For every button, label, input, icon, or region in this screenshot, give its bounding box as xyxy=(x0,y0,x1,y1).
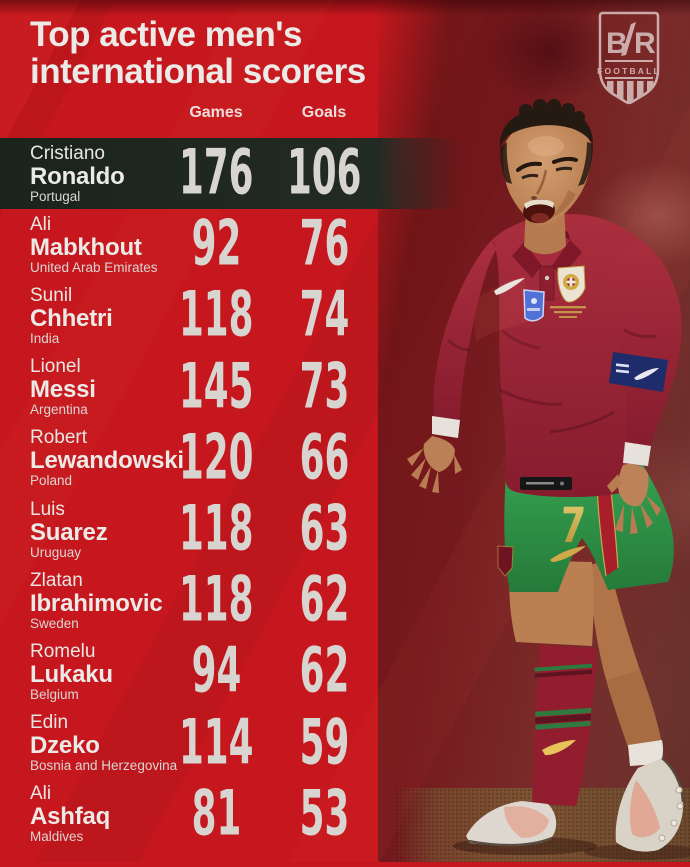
table-row: Romelu Lukaku Belgium 94 62 xyxy=(0,635,462,708)
title-line-1: Top active men's xyxy=(30,15,302,54)
goals-value: 59 xyxy=(299,707,349,780)
logo-letter-r: R xyxy=(634,27,656,60)
table-row: Lionel Messi Argentina 145 73 xyxy=(0,351,462,424)
goals-value: 53 xyxy=(299,778,349,851)
left-arm xyxy=(407,240,496,493)
scorers-table: Cristiano Ronaldo Portugal 176 106 Ali M… xyxy=(0,138,462,850)
table-row: Cristiano Ronaldo Portugal 176 106 xyxy=(0,137,462,210)
logo-letter-b: B xyxy=(606,27,628,60)
games-value: 94 xyxy=(191,635,241,708)
ronaldo-photo: 7 xyxy=(400,90,690,862)
back-leg xyxy=(590,560,685,852)
games-value: 118 xyxy=(178,564,254,637)
table-row: Zlatan Ibrahimovic Sweden 118 62 xyxy=(0,564,462,637)
games-value: 176 xyxy=(178,137,254,210)
eye-right xyxy=(555,166,573,172)
table-row: Ali Ashfaq Maldives 81 53 xyxy=(0,778,462,851)
games-value: 145 xyxy=(178,351,254,424)
logo-rule-bottom xyxy=(605,77,653,79)
goals-value: 62 xyxy=(299,635,349,708)
goals-value: 63 xyxy=(299,493,349,566)
table-row: Sunil Chhetri India 118 74 xyxy=(0,279,462,352)
nations-league-patch xyxy=(523,289,545,322)
games-value: 114 xyxy=(178,707,254,780)
goals-value: 73 xyxy=(299,351,349,424)
goals-value: 76 xyxy=(299,208,349,281)
goals-value: 74 xyxy=(299,279,349,352)
goals-value: 66 xyxy=(299,422,349,495)
logo-rule-top xyxy=(605,60,653,62)
collar-button xyxy=(544,275,550,281)
logo-wordmark: FOOTBALL xyxy=(597,66,661,76)
games-value: 92 xyxy=(191,208,241,281)
br-football-logo: B R FOOTBALL xyxy=(597,11,661,105)
shirt-number: 7 xyxy=(559,498,587,555)
goals-value: 106 xyxy=(286,137,362,210)
games-value: 81 xyxy=(191,778,241,851)
column-header-games: Games xyxy=(189,104,243,121)
games-value: 120 xyxy=(178,422,254,495)
title-line-2: international scorers xyxy=(30,52,366,91)
page-title: Top active men's international scorers xyxy=(30,16,460,90)
table-row: Edin Dzeko Bosnia and Herzegovina 114 59 xyxy=(0,707,462,780)
right-cuff xyxy=(623,442,651,466)
table-row: Luis Suarez Uruguay 118 63 xyxy=(0,493,462,566)
games-value: 118 xyxy=(178,493,254,566)
logo-slash-icon xyxy=(621,22,636,56)
goals-value: 62 xyxy=(299,564,349,637)
column-header-goals: Goals xyxy=(301,104,347,121)
front-leg xyxy=(466,560,603,847)
games-value: 118 xyxy=(178,279,254,352)
table-row: Robert Lewandowski Poland 120 66 xyxy=(0,422,462,495)
table-row: Ali Mabkhout United Arab Emirates 92 76 xyxy=(0,208,462,281)
